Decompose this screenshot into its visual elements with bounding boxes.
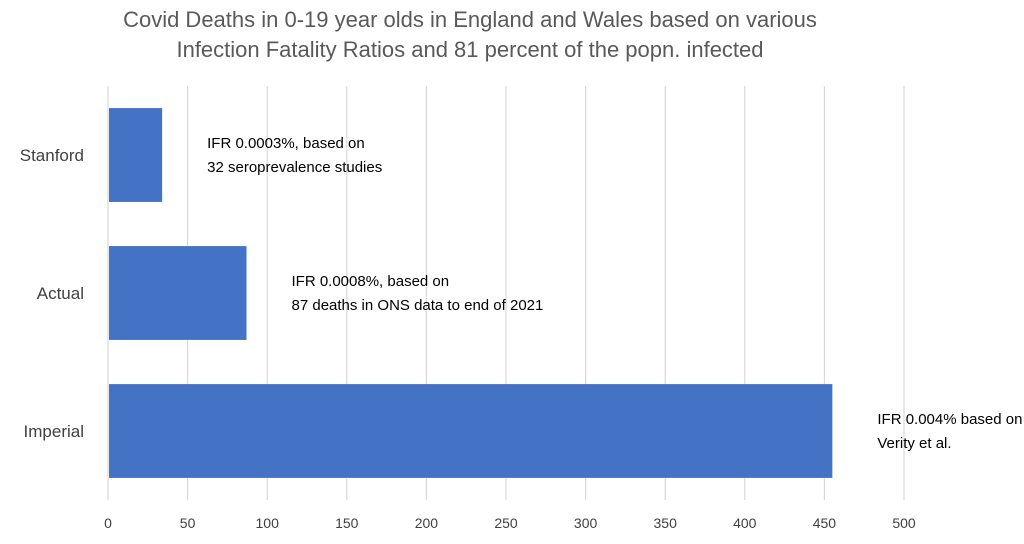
x-tick-label-100: 100 bbox=[256, 515, 280, 531]
x-tick-label-200: 200 bbox=[415, 515, 439, 531]
annotation-stanford-line-2: 32 seroprevalence studies bbox=[207, 159, 382, 176]
bars bbox=[109, 108, 833, 478]
annotation-imperial-line-2: Verity et al. bbox=[877, 435, 951, 452]
x-tick-label-450: 450 bbox=[813, 515, 837, 531]
annotations: IFR 0.0003%, based on 32 seroprevalence s… bbox=[207, 135, 1022, 452]
x-tick-label-500: 500 bbox=[892, 515, 916, 531]
x-tick-label-300: 300 bbox=[574, 515, 598, 531]
chart-title-line-2: Infection Fatality Ratios and 81 percent… bbox=[176, 37, 763, 62]
chart-title-line-1: Covid Deaths in 0-19 year olds in Englan… bbox=[123, 7, 817, 32]
x-tick-label-50: 50 bbox=[180, 515, 196, 531]
bar-stanford bbox=[109, 108, 163, 202]
category-label-stanford: Stanford bbox=[20, 146, 84, 165]
x-tick-labels: 0 50 100 150 200 250 300 350 400 450 500 bbox=[104, 515, 916, 531]
category-label-imperial: Imperial bbox=[24, 422, 84, 441]
bar-actual bbox=[109, 246, 247, 340]
x-tick-label-400: 400 bbox=[733, 515, 757, 531]
annotation-imperial-line-1: IFR 0.004% based on bbox=[877, 411, 1022, 428]
annotation-stanford-line-1: IFR 0.0003%, based on bbox=[207, 135, 365, 152]
x-tick-label-350: 350 bbox=[654, 515, 678, 531]
category-label-actual: Actual bbox=[37, 284, 84, 303]
category-labels: Stanford Actual Imperial bbox=[20, 146, 84, 441]
bar-imperial bbox=[109, 384, 833, 478]
x-tick-label-0: 0 bbox=[104, 515, 112, 531]
annotation-actual-line-2: 87 deaths in ONS data to end of 2021 bbox=[292, 297, 544, 314]
x-tick-label-150: 150 bbox=[335, 515, 359, 531]
annotation-actual-line-1: IFR 0.0008%, based on bbox=[292, 273, 450, 290]
x-tick-label-250: 250 bbox=[494, 515, 518, 531]
